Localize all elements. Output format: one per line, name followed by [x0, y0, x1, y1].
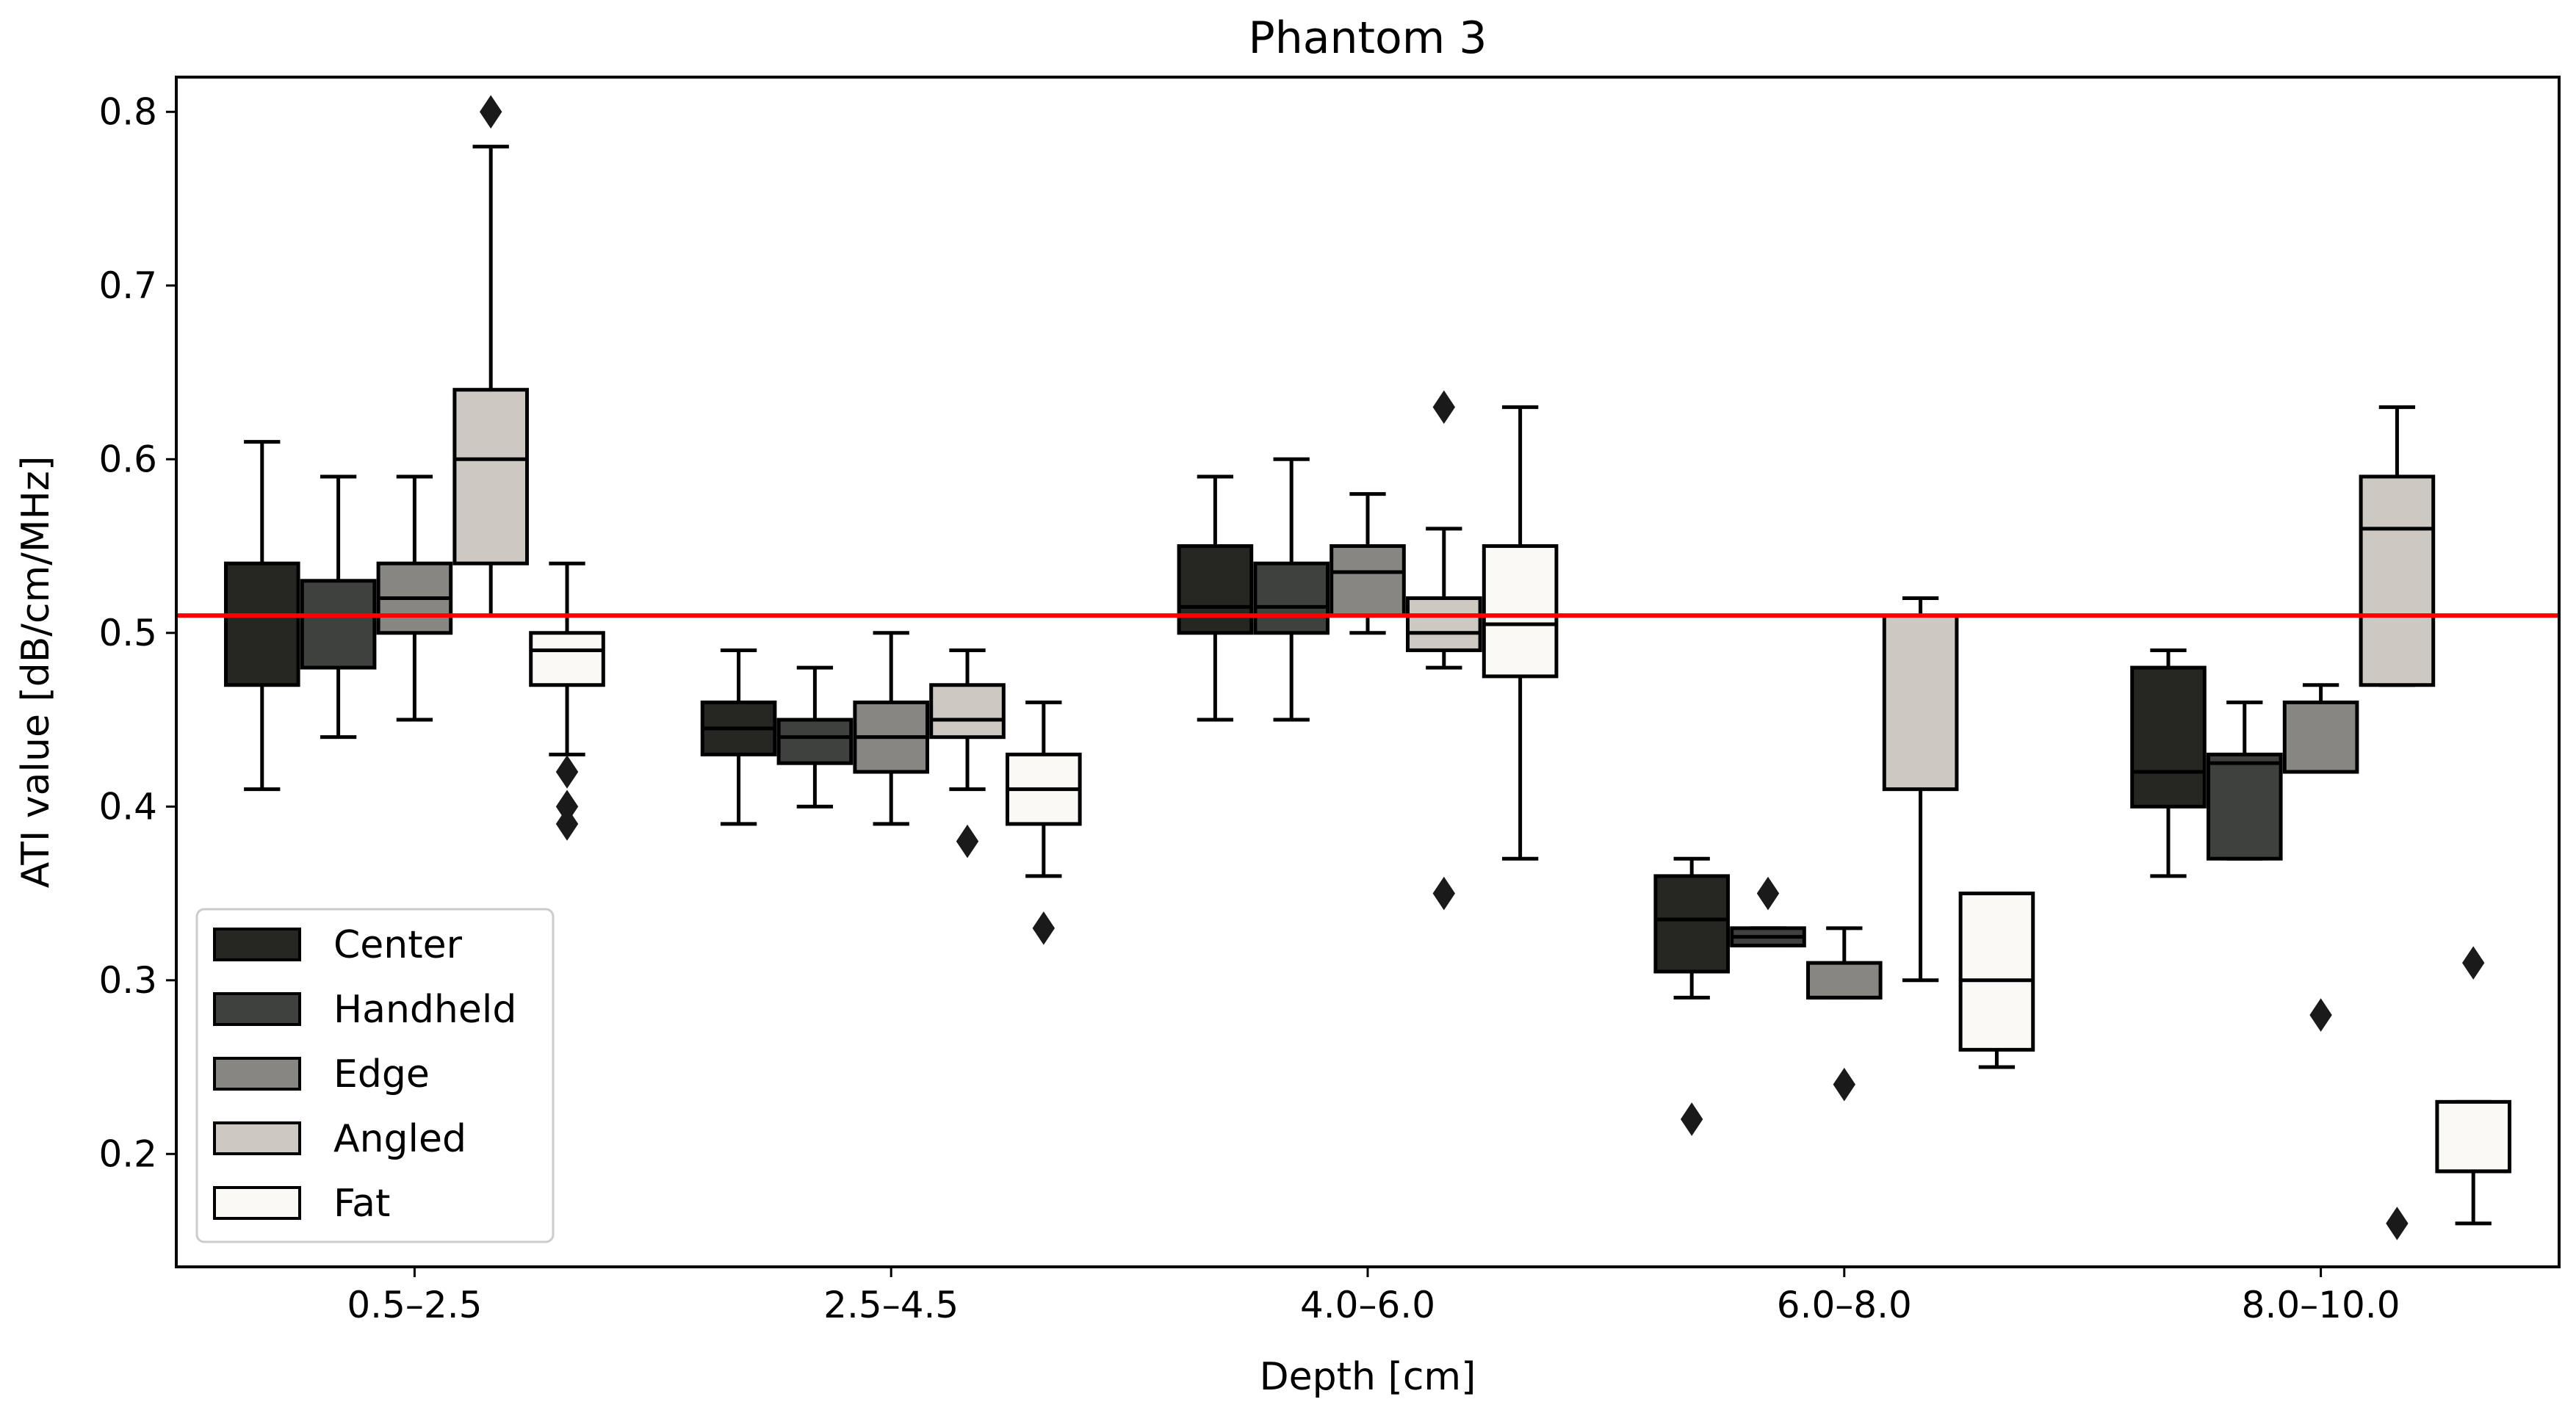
outlier-point	[1833, 1067, 1856, 1102]
box-edge	[376, 474, 453, 722]
box-handheld	[1730, 876, 1806, 947]
legend-swatch	[213, 1186, 301, 1220]
box-iqr	[452, 388, 530, 565]
y-tick-label: 0.4	[98, 785, 157, 828]
box-iqr	[929, 683, 1006, 740]
box-iqr	[223, 561, 300, 687]
y-tick-label: 0.6	[98, 438, 157, 480]
outlier-point	[2462, 946, 2485, 980]
box-edge	[2282, 683, 2359, 1032]
box-iqr	[1330, 544, 1406, 618]
box-iqr	[1805, 961, 1883, 1000]
box-iqr	[1653, 874, 1730, 974]
legend: Center Handheld Edge Angled Fat	[195, 908, 555, 1243]
box-iqr	[2206, 752, 2283, 861]
outlier-point	[555, 755, 579, 789]
chart-title: Phantom 3	[1249, 12, 1487, 64]
box-center	[1653, 856, 1730, 1136]
outlier-point	[1432, 390, 1456, 424]
box-handheld	[300, 474, 377, 740]
outlier-point	[1756, 876, 1780, 911]
y-tick-label: 0.7	[98, 264, 157, 307]
box-fat	[529, 561, 605, 841]
box-angled	[1405, 390, 1482, 911]
box-edge	[1805, 926, 1883, 1102]
box-iqr	[2130, 665, 2207, 809]
box-iqr	[529, 631, 605, 687]
box-angled	[2359, 405, 2436, 1240]
box-edge	[853, 631, 930, 826]
box-center	[700, 648, 777, 826]
outlier-point	[480, 95, 502, 129]
box-handheld	[776, 665, 854, 809]
legend-swatch	[213, 1121, 301, 1155]
x-tick-layer: 0.5–2.5 2.5–4.5 4.0–6.0 6.0–8.0 8.0–10.0	[347, 1267, 2400, 1326]
x-tick-label: 4.0–6.0	[1300, 1284, 1435, 1326]
box-iqr	[1177, 544, 1254, 635]
legend-label: Handheld	[333, 988, 516, 1032]
legend-label: Fat	[333, 1182, 390, 1226]
outlier-point	[555, 807, 579, 841]
box-handheld	[2206, 700, 2283, 861]
box-edge	[1330, 492, 1406, 635]
y-tick-label: 0.3	[98, 959, 157, 1002]
outlier-point	[2386, 1207, 2409, 1240]
box-angled	[1882, 596, 1959, 983]
y-tick-layer: 0.2 0.3 0.4 0.5 0.6 0.7 0.8	[98, 90, 176, 1175]
y-axis-label: ATI value [dB/cm/MHz]	[14, 456, 58, 889]
box-angled	[452, 95, 530, 618]
outlier-point	[2309, 998, 2332, 1032]
box-fat	[1006, 700, 1082, 945]
box-iqr	[1405, 596, 1482, 652]
box-iqr	[2359, 474, 2436, 687]
outlier-point	[1432, 876, 1456, 911]
x-axis-label: Depth [cm]	[1260, 1355, 1476, 1399]
box-iqr	[2435, 1099, 2512, 1174]
outlier-point	[1680, 1102, 1703, 1136]
x-tick-label: 0.5–2.5	[347, 1284, 482, 1326]
plot-frame	[175, 76, 2561, 1268]
legend-swatch	[213, 992, 301, 1026]
box-fat	[1482, 405, 1559, 861]
y-tick-label: 0.2	[98, 1132, 157, 1175]
box-center	[1177, 474, 1254, 722]
legend-swatch	[213, 928, 301, 961]
box-iqr	[1958, 892, 2035, 1052]
box-iqr	[1882, 613, 1959, 792]
box-iqr	[776, 718, 854, 765]
x-tick-label: 6.0–8.0	[1777, 1284, 1912, 1326]
box-center	[2130, 648, 2207, 878]
x-tick-label: 8.0–10.0	[2242, 1284, 2400, 1326]
box-fat	[1958, 892, 2035, 1069]
box-iqr	[300, 579, 377, 670]
box-handheld	[1253, 457, 1330, 722]
box-iqr	[1482, 544, 1559, 679]
box-layer	[223, 95, 2512, 1240]
box-center	[223, 440, 300, 792]
legend-label: Angled	[333, 1117, 466, 1161]
y-tick-label: 0.8	[98, 90, 157, 133]
box-angled	[929, 648, 1006, 859]
legend-label: Center	[333, 923, 463, 967]
box-iqr	[2282, 700, 2359, 774]
legend-label: Edge	[333, 1052, 430, 1096]
box-iqr	[1253, 561, 1330, 635]
outlier-point	[956, 824, 979, 859]
x-tick-label: 2.5–4.5	[823, 1284, 959, 1326]
box-fat	[2435, 946, 2512, 1226]
outlier-point	[1032, 911, 1056, 945]
y-tick-label: 0.5	[98, 612, 157, 654]
legend-swatch	[213, 1057, 301, 1091]
